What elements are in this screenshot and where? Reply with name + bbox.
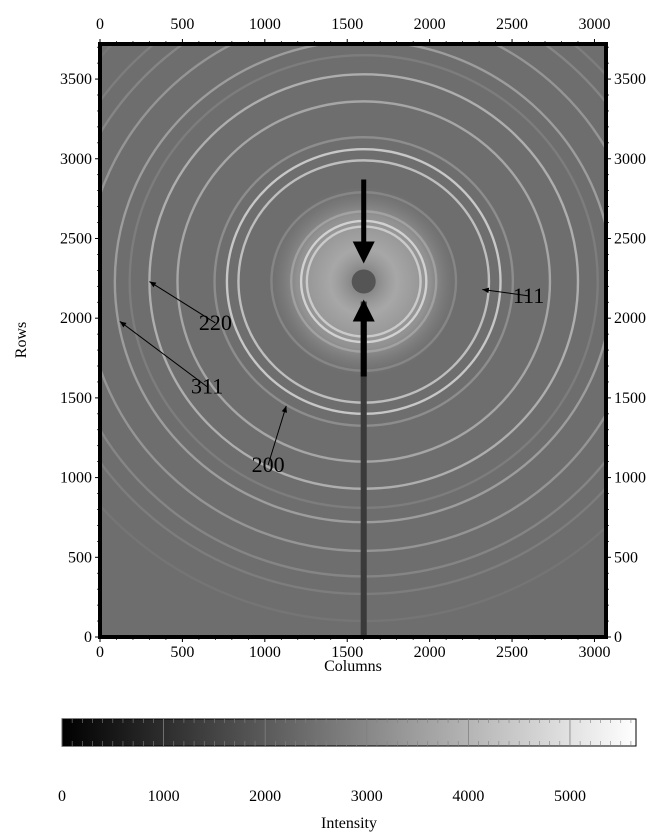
x-tick-label-top: 1500 (331, 16, 363, 33)
y-tick-label-right: 500 (614, 549, 638, 566)
x-tick-label-top: 3000 (578, 16, 610, 33)
colorbar: 0 1000 2000 3000 4000 5000 (58, 718, 637, 805)
colorbar-gradient (61, 718, 637, 747)
y-tick-label-right: 3000 (614, 151, 646, 168)
x-tick-label: 1000 (249, 644, 281, 661)
plot-frame (98, 42, 608, 639)
x-tick-label: 2000 (414, 644, 446, 661)
beam-arrow-down-icon (352, 179, 375, 264)
y-tick-label: 3000 (60, 151, 92, 168)
y-tick-label: 2000 (60, 310, 92, 327)
ring-annotations: 111 220 311 200 (119, 281, 544, 477)
annotation-arrow (149, 281, 216, 324)
diffraction-image (98, 42, 608, 639)
annotation-arrowhead-icon (482, 287, 490, 294)
annotation-arrowhead-icon (281, 405, 287, 413)
ring-label: 200 (252, 452, 285, 477)
colorbar-label: Intensity (321, 815, 377, 832)
annotation-arrowhead-icon (149, 281, 157, 288)
x-tick-label: 500 (170, 644, 194, 661)
annotation-arrow (267, 405, 287, 465)
annotation-arrow (119, 320, 208, 388)
x-tick-label: 1500 (331, 644, 363, 661)
y-tick-label: 2500 (60, 230, 92, 247)
annotation-arrow (482, 288, 529, 297)
x-tick-label: 3000 (578, 644, 610, 661)
x-tick-label-top: 1000 (249, 16, 281, 33)
y-tick-label-right: 1500 (614, 390, 646, 407)
y-tick-label-right: 2500 (614, 230, 646, 247)
colorbar-tick-label: 0 (58, 788, 66, 805)
colorbar-tick-label: 3000 (351, 788, 383, 805)
x-tick-label-top: 2500 (496, 16, 528, 33)
y-tick-label-right: 2000 (614, 310, 646, 327)
y-tick-label-right: 0 (614, 629, 622, 646)
ring-label: 220 (199, 310, 232, 335)
beam-center-spot (351, 269, 376, 294)
x-axis-label: Columns (324, 658, 382, 675)
x-tick-label: 2500 (496, 644, 528, 661)
image-axes: 0050050010001000150015002000200025002500… (60, 16, 646, 661)
beamstop-rod (360, 301, 367, 637)
beam-arrow-up-icon (352, 299, 375, 377)
colorbar-tick-label: 4000 (452, 788, 484, 805)
y-tick-label: 500 (68, 549, 92, 566)
colorbar-tick-label: 2000 (249, 788, 281, 805)
y-axis-label: Rows (13, 322, 30, 358)
x-tick-label-top: 0 (96, 16, 104, 33)
y-tick-label: 1000 (60, 470, 92, 487)
x-tick-label: 0 (96, 644, 104, 661)
ring-label: 111 (513, 283, 544, 308)
y-tick-label: 1500 (60, 390, 92, 407)
ring-label: 311 (191, 374, 223, 399)
x-tick-label-top: 2000 (414, 16, 446, 33)
x-tick-label-top: 500 (170, 16, 194, 33)
y-tick-label: 3500 (60, 71, 92, 88)
y-tick-label: 0 (84, 629, 92, 646)
colorbar-tick-label: 1000 (148, 788, 180, 805)
annotation-arrowhead-icon (119, 321, 127, 328)
y-tick-label-right: 3500 (614, 71, 646, 88)
colorbar-tick-label: 5000 (554, 788, 586, 805)
y-tick-label-right: 1000 (614, 470, 646, 487)
colorbar-ticks: 0 1000 2000 3000 4000 5000 (58, 719, 632, 805)
